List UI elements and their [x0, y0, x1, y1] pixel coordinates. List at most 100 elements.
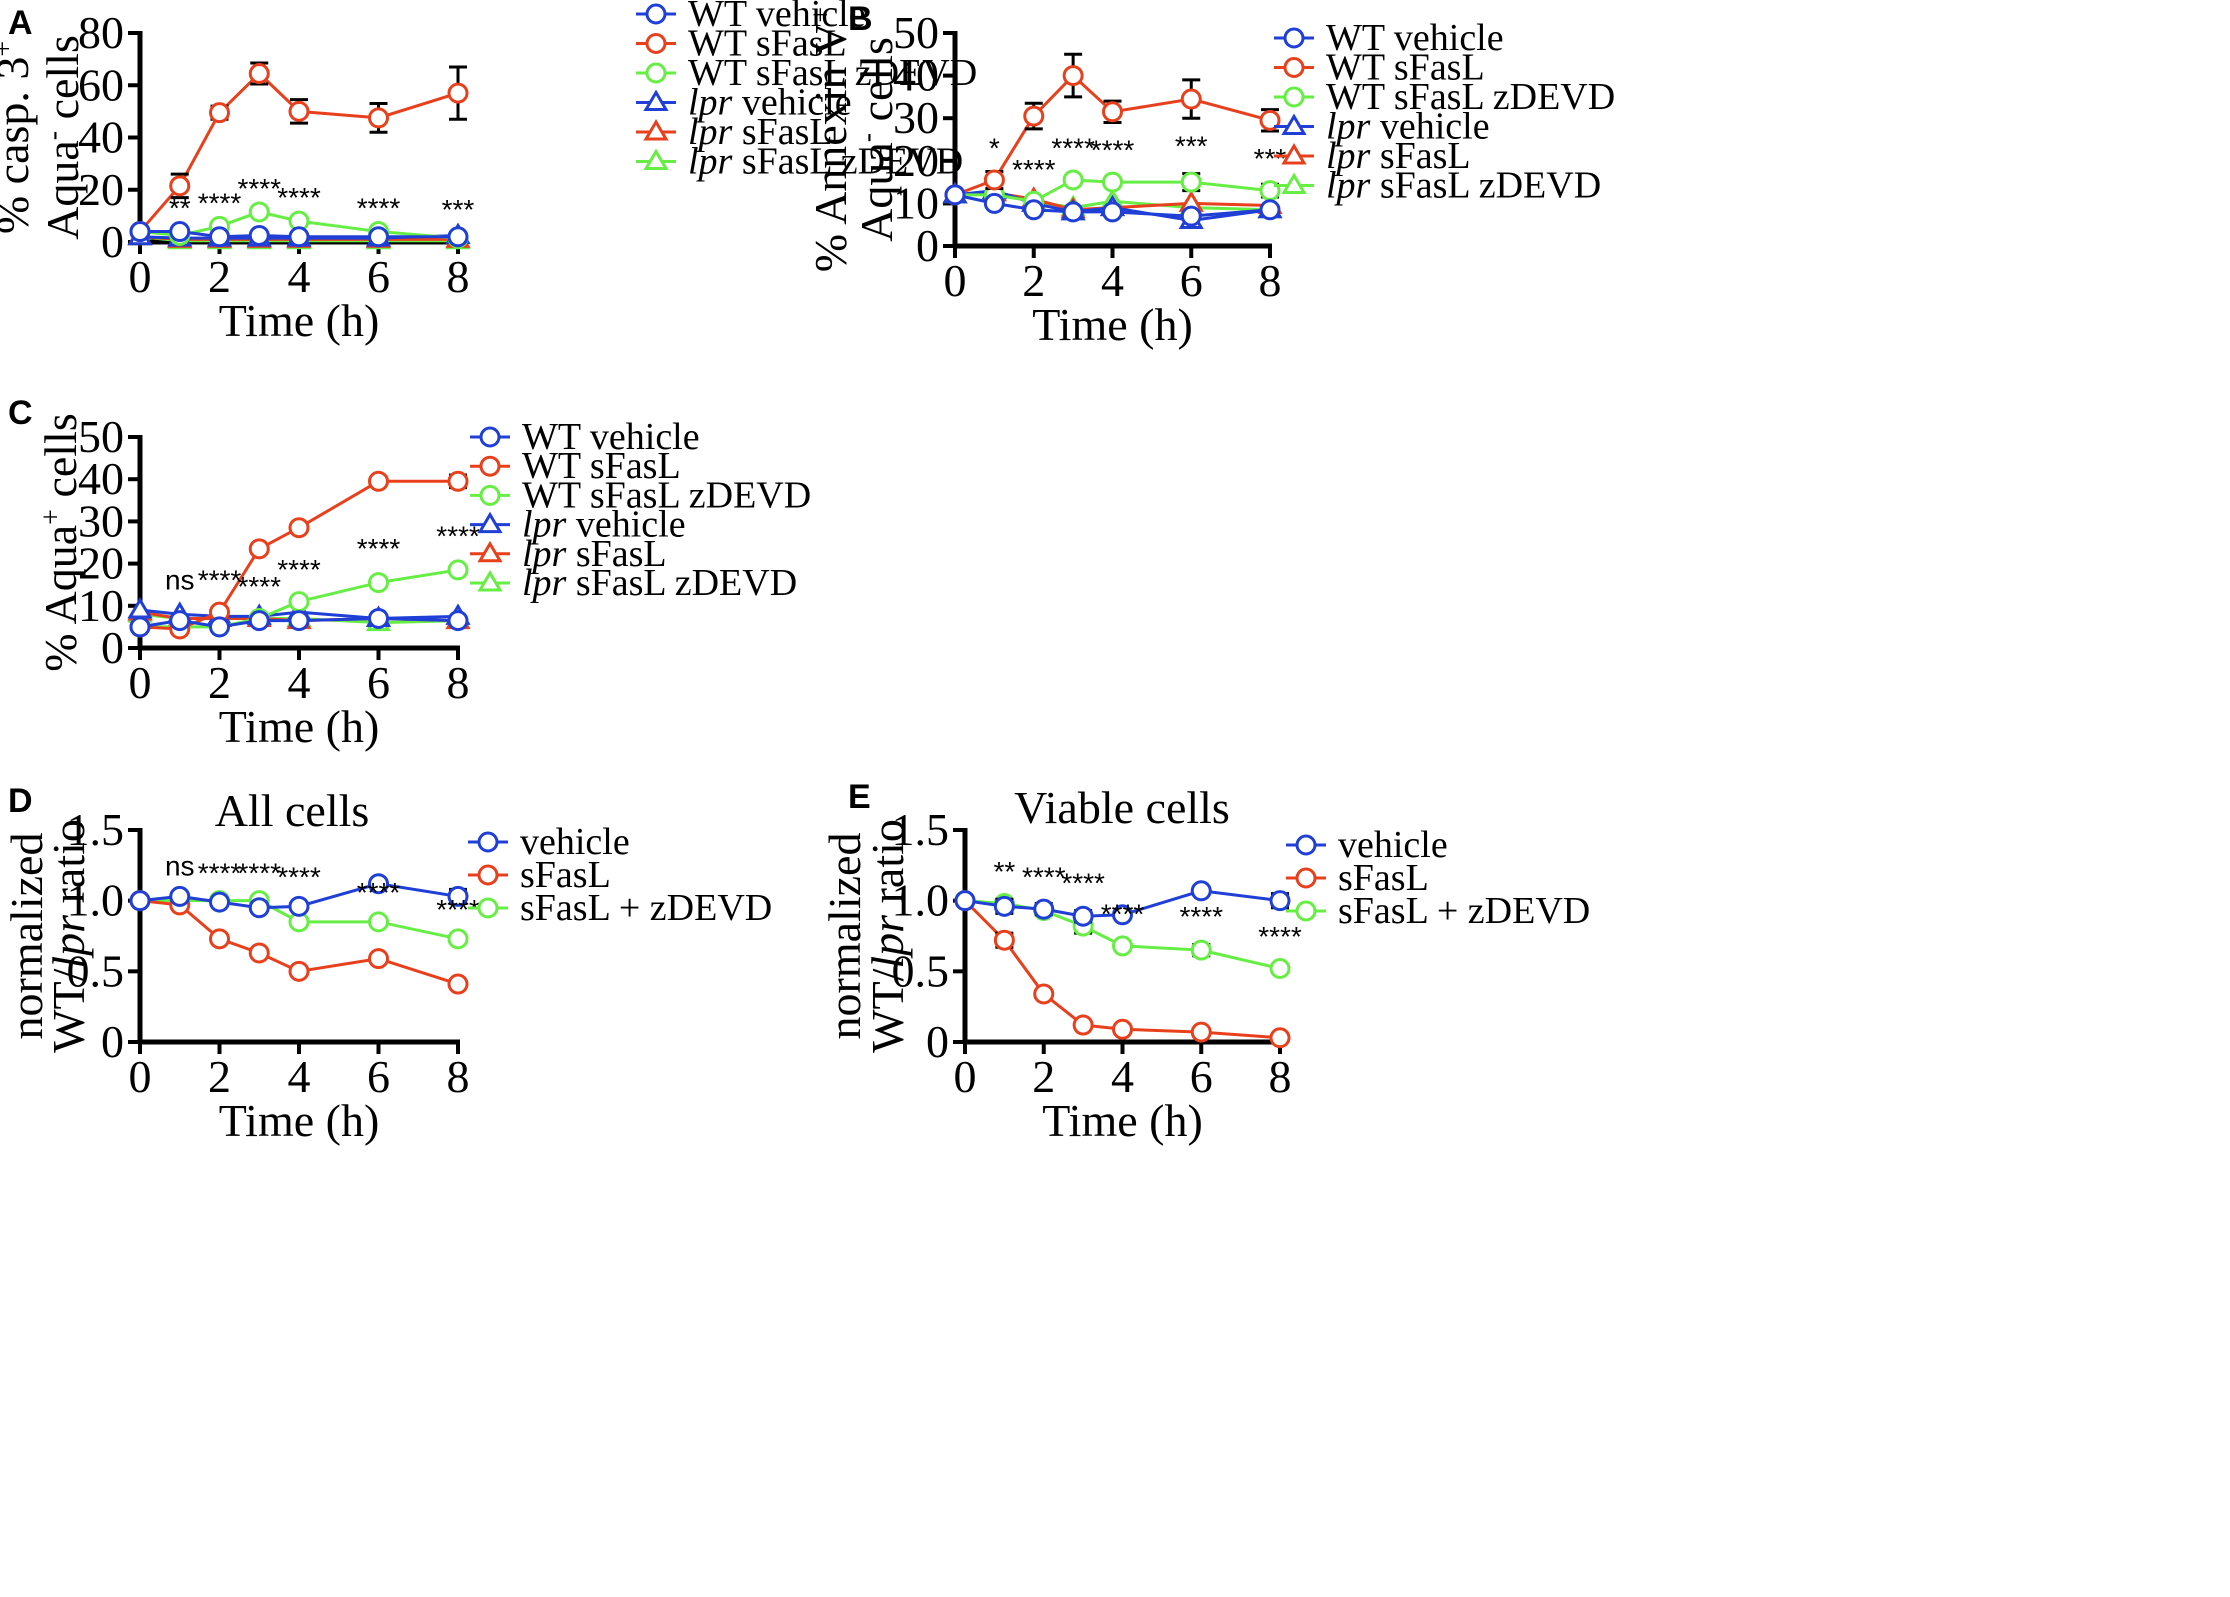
series-vehicle	[129, 873, 469, 919]
legend-entry: lpr sFasL zDEVD	[1274, 165, 1601, 207]
data-point	[1072, 1014, 1094, 1036]
significance-label: ****	[277, 554, 321, 585]
legend-marker	[479, 484, 501, 506]
data-point	[447, 928, 469, 950]
x-tick-label: 8	[447, 1051, 470, 1102]
significance-label: *	[989, 132, 1000, 163]
x-tick-label: 6	[367, 251, 390, 302]
y-tick-label: 30	[893, 92, 939, 143]
legend-entry: vehicle	[1286, 824, 1448, 866]
legend-entry: WT sFasL	[1274, 47, 1485, 89]
data-point	[248, 942, 270, 964]
data-point	[1190, 880, 1212, 902]
legend-marker	[477, 540, 503, 563]
data-point	[447, 470, 469, 492]
x-tick-label: 2	[208, 251, 231, 302]
significance-label: ****	[277, 182, 321, 213]
y-tick-label: 10	[78, 580, 124, 631]
legend-marker	[1295, 867, 1317, 889]
significance-label: ****	[436, 894, 480, 925]
legend-label: WT sFasL	[522, 445, 681, 487]
data-point	[248, 897, 270, 919]
data-point	[1190, 939, 1212, 961]
legend-entry: lpr vehicle	[1274, 106, 1490, 148]
x-tick-label: 0	[944, 255, 967, 306]
x-tick-label: 4	[288, 657, 311, 708]
x-tick-label: 0	[129, 251, 152, 302]
y-axis-label: % Annexin V+	[805, 7, 856, 272]
x-axis-label: Time (h)	[219, 701, 380, 752]
data-point	[447, 610, 469, 632]
significance-label: ****	[1022, 862, 1066, 893]
panel-letter: A	[8, 4, 33, 42]
chart-title: Viable cells	[1014, 782, 1230, 833]
data-point	[993, 895, 1015, 917]
legend-entry: lpr vehicle	[470, 504, 686, 546]
significance-label: ****	[1179, 901, 1223, 932]
y-axis-label: normalized	[819, 833, 870, 1040]
data-point	[127, 597, 153, 619]
data-point	[169, 175, 191, 197]
y-tick-label: 1.5	[67, 804, 125, 855]
legend-marker	[477, 570, 503, 592]
x-tick-label: 2	[1032, 1051, 1055, 1102]
legend-label: sFasL + zDEVD	[1338, 890, 1590, 932]
legend-entry: WT vehicle	[636, 0, 866, 35]
legend-label: lpr vehicle	[522, 504, 686, 546]
legend-label: WT vehicle	[688, 0, 866, 35]
y-tick-label: 0	[926, 1016, 949, 1067]
legend-entry: WT sFasL zDEVD	[636, 52, 977, 94]
legend-label: lpr sFasL zDEVD	[1326, 165, 1601, 207]
data-point	[1112, 904, 1133, 926]
data-point	[209, 226, 230, 248]
legend-entry: sFasL	[1286, 857, 1429, 899]
x-tick-label: 6	[1180, 255, 1203, 306]
legend-entry: WT sFasL	[470, 445, 681, 487]
data-point	[1180, 171, 1202, 193]
legend-marker	[477, 511, 503, 534]
data-point	[983, 169, 1005, 191]
data-point	[169, 221, 191, 243]
data-point	[1033, 898, 1055, 920]
data-point	[368, 948, 389, 970]
data-point	[368, 572, 389, 594]
y-tick-label: 30	[78, 495, 124, 546]
legend-entry: lpr sFasL zDEVD	[470, 562, 797, 604]
significance-label: ns	[165, 565, 195, 596]
legend-label: WT sFasL	[1326, 47, 1485, 89]
x-tick-label: 6	[1190, 1051, 1213, 1102]
data-point	[1062, 169, 1084, 191]
y-tick-label: 80	[78, 7, 124, 58]
data-point	[1269, 958, 1291, 980]
x-tick-label: 4	[1101, 255, 1124, 306]
data-point	[169, 610, 191, 632]
panel-letter: C	[8, 394, 33, 432]
data-point	[1259, 109, 1281, 131]
y-tick-label: 60	[78, 59, 124, 110]
x-tick-label: 4	[1111, 1051, 1134, 1102]
data-point	[209, 891, 230, 913]
panel-E: E Viable cells 0 0.5 1.0 1.5 0 2 4 6 8 Time (h) norm…	[819, 778, 1590, 1146]
series-WT-vehicle	[129, 221, 469, 248]
y-tick-label: 0	[101, 1016, 124, 1067]
data-point	[209, 928, 230, 950]
legend-entry: lpr vehicle	[636, 82, 852, 124]
series-vehicle	[954, 880, 1291, 927]
significance-label: ****	[198, 857, 242, 888]
y-tick-label: 1.5	[892, 804, 950, 855]
y-tick-label: 10	[893, 177, 939, 228]
y-tick-label: 50	[78, 411, 124, 462]
x-tick-label: 2	[208, 657, 231, 708]
y-tick-label: 0	[101, 622, 124, 673]
data-point	[169, 885, 191, 907]
data-point	[1180, 88, 1202, 110]
x-tick-label: 2	[208, 1051, 231, 1102]
y-tick-label: 1.0	[892, 875, 950, 926]
significance-label: **	[993, 856, 1015, 887]
legend-marker	[1283, 86, 1305, 108]
x-axis-label: Time (h)	[1032, 299, 1193, 350]
y-tick-label: 0.5	[892, 945, 950, 996]
data-point	[447, 226, 469, 248]
